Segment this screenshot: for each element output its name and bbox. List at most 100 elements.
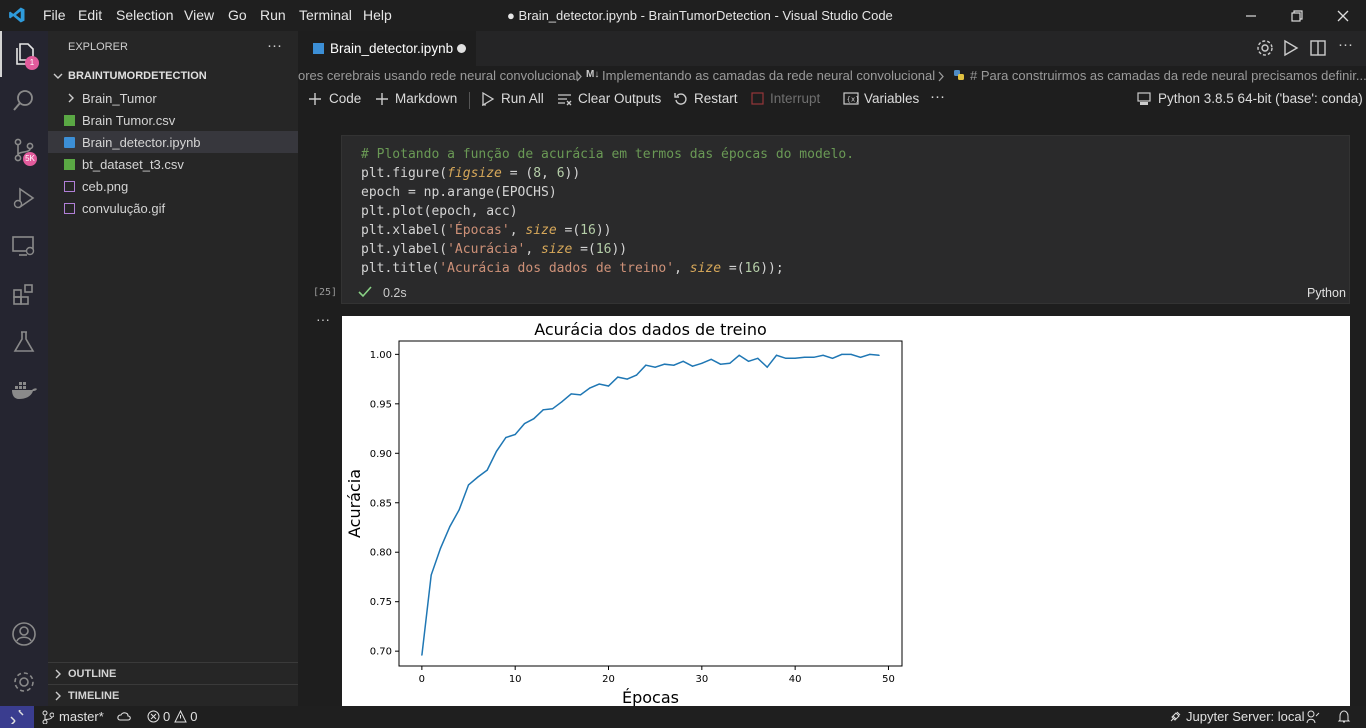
output-more-button[interactable]: ··· [316,311,330,327]
split-editor-icon[interactable] [1309,39,1327,57]
activity-search[interactable] [0,78,48,124]
menu-go[interactable]: Go [228,7,247,23]
tree-item-ceb-png[interactable]: ceb.png [48,175,298,197]
add-markdown-cell-button[interactable]: Markdown [375,91,457,106]
activity-manage[interactable] [0,659,48,705]
git-branch[interactable]: master* [42,709,104,724]
close-window-button[interactable] [1320,0,1366,31]
code-line-7[interactable]: plt.title('Acurácia dos dados de treino'… [361,261,784,276]
data-point [589,387,591,389]
toolbar-divider [469,92,470,109]
accuracy-chart: 0 10 20 30 40 50 0.70 0.75 0.80 0.85 0.90 0.95 1.00 A… [345,320,903,706]
data-point [439,547,442,549]
code-line-1[interactable]: # Plotando a função de acurácia em termo… [361,145,854,164]
code-line-5[interactable]: plt.xlabel('Épocas', size =(16)) [361,223,612,238]
restart-button[interactable]: Restart [674,91,738,106]
restart-label: Restart [694,91,738,106]
error-icon [147,710,160,723]
interrupt-button[interactable]: Interrupt [751,91,820,106]
tree-item-bt-dataset-csv[interactable]: bt_dataset_t3.csv [48,153,298,175]
tree-item-brain-detector-ipynb[interactable]: Brain_detector.ipynb [48,131,298,153]
menu-help[interactable]: Help [363,7,392,23]
variables-button[interactable]: {x} Variables [843,91,919,106]
chevron-right-icon [576,71,582,82]
problems-indicator[interactable]: 0 0 [147,709,197,724]
restore-button[interactable] [1274,0,1320,31]
activity-testing[interactable] [0,319,48,365]
plot-frame [398,340,903,667]
data-point [766,366,768,368]
run-all-icon [482,91,495,106]
code-line-4[interactable]: plt.plot(epoch, acc) [361,204,518,219]
code-line-3[interactable]: epoch = np.arange(EPOCHS) [361,185,557,200]
tree-item-brain-tumor-folder[interactable]: Brain_Tumor [48,87,298,109]
data-point [561,401,563,403]
data-point [579,394,582,396]
menu-selection[interactable]: Selection [116,7,174,23]
menu-run[interactable]: Run [260,7,286,23]
add-code-cell-button[interactable]: Code [308,91,361,106]
breadcrumb-item[interactable]: # Para construirmos as camadas da rede n… [970,68,1366,83]
plus-icon [309,92,321,105]
outline-section-header[interactable]: OUTLINE [48,663,298,685]
activity-source-control[interactable]: 5K [0,127,48,173]
activity-remote-explorer[interactable] [0,223,48,269]
jupyter-server-status[interactable]: Jupyter Server: local [1169,709,1305,724]
tree-item-convolucao-gif[interactable]: convulução.gif [48,197,298,219]
code-cell[interactable] [341,135,1350,304]
feedback-icon[interactable] [1306,710,1320,724]
breadcrumb-item[interactable]: ores cerebrais usando rede neural convol… [298,68,579,83]
window-title: ● Brain_detector.ipynb - BrainTumorDetec… [507,8,893,23]
branch-icon [42,710,54,724]
editor-more-button[interactable]: ··· [1338,36,1353,53]
activity-docker[interactable] [0,367,48,413]
unsaved-dot-icon[interactable] [457,44,466,53]
explorer-more-button[interactable]: ··· [267,37,282,54]
data-point [710,358,712,360]
kernel-picker[interactable]: Python 3.8.5 64-bit ('base': conda) [1137,91,1363,106]
breadcrumb-item[interactable]: Implementando as camadas da rede neural … [602,68,936,83]
data-point [850,353,852,355]
activity-explorer[interactable]: 1 [0,31,48,77]
remote-icon [10,710,24,724]
code-line-2[interactable]: plt.figure(figsize = (8, 6)) [361,166,581,181]
activity-extensions[interactable] [0,271,48,317]
source-control-icon [14,138,34,162]
minimize-button[interactable] [1228,0,1274,31]
data-point [794,357,796,359]
remote-indicator[interactable] [0,706,34,728]
sync-icon[interactable] [117,711,131,723]
run-all-button[interactable]: Run All [481,91,544,106]
data-point [841,353,843,355]
data-point [458,509,460,511]
project-folder-header[interactable]: BRAINTUMORDETECTION [48,65,298,87]
tree-item-brain-tumor-csv[interactable]: Brain Tumor.csv [48,109,298,131]
settings-gear-icon[interactable] [1256,39,1274,57]
tree-item-label: Brain_detector.ipynb [82,134,201,150]
chevron-down-icon [53,73,63,79]
svg-text:{x}: {x} [847,96,860,104]
tree-item-label: Brain Tumor.csv [82,112,176,128]
kernel-icon [1137,91,1151,105]
outline-label: OUTLINE [68,668,117,680]
x-tick-label: 30 [695,674,708,685]
data-point [682,360,684,362]
data-point [514,433,516,436]
menu-terminal[interactable]: Terminal [299,7,352,23]
clear-outputs-button[interactable]: Clear Outputs [557,91,661,106]
toolbar-more-button[interactable]: ··· [930,88,945,105]
activity-accounts[interactable] [0,611,48,657]
timeline-section-header[interactable]: TIMELINE [48,685,298,707]
menu-view[interactable]: View [184,7,215,23]
y-tick-label: 0.90 [370,449,392,460]
data-point [859,356,862,358]
activity-run-debug[interactable] [0,175,48,221]
run-icon[interactable] [1283,39,1299,57]
cell-language[interactable]: Python [1307,286,1346,300]
tab-brain-detector[interactable]: Brain_detector.ipynb [298,31,476,66]
code-line-6[interactable]: plt.ylabel('Acurácia', size =(16)) [361,242,628,257]
menu-file[interactable]: File [43,7,66,23]
notifications-icon[interactable] [1337,710,1351,724]
menu-edit[interactable]: Edit [78,7,103,23]
data-point [757,357,759,359]
